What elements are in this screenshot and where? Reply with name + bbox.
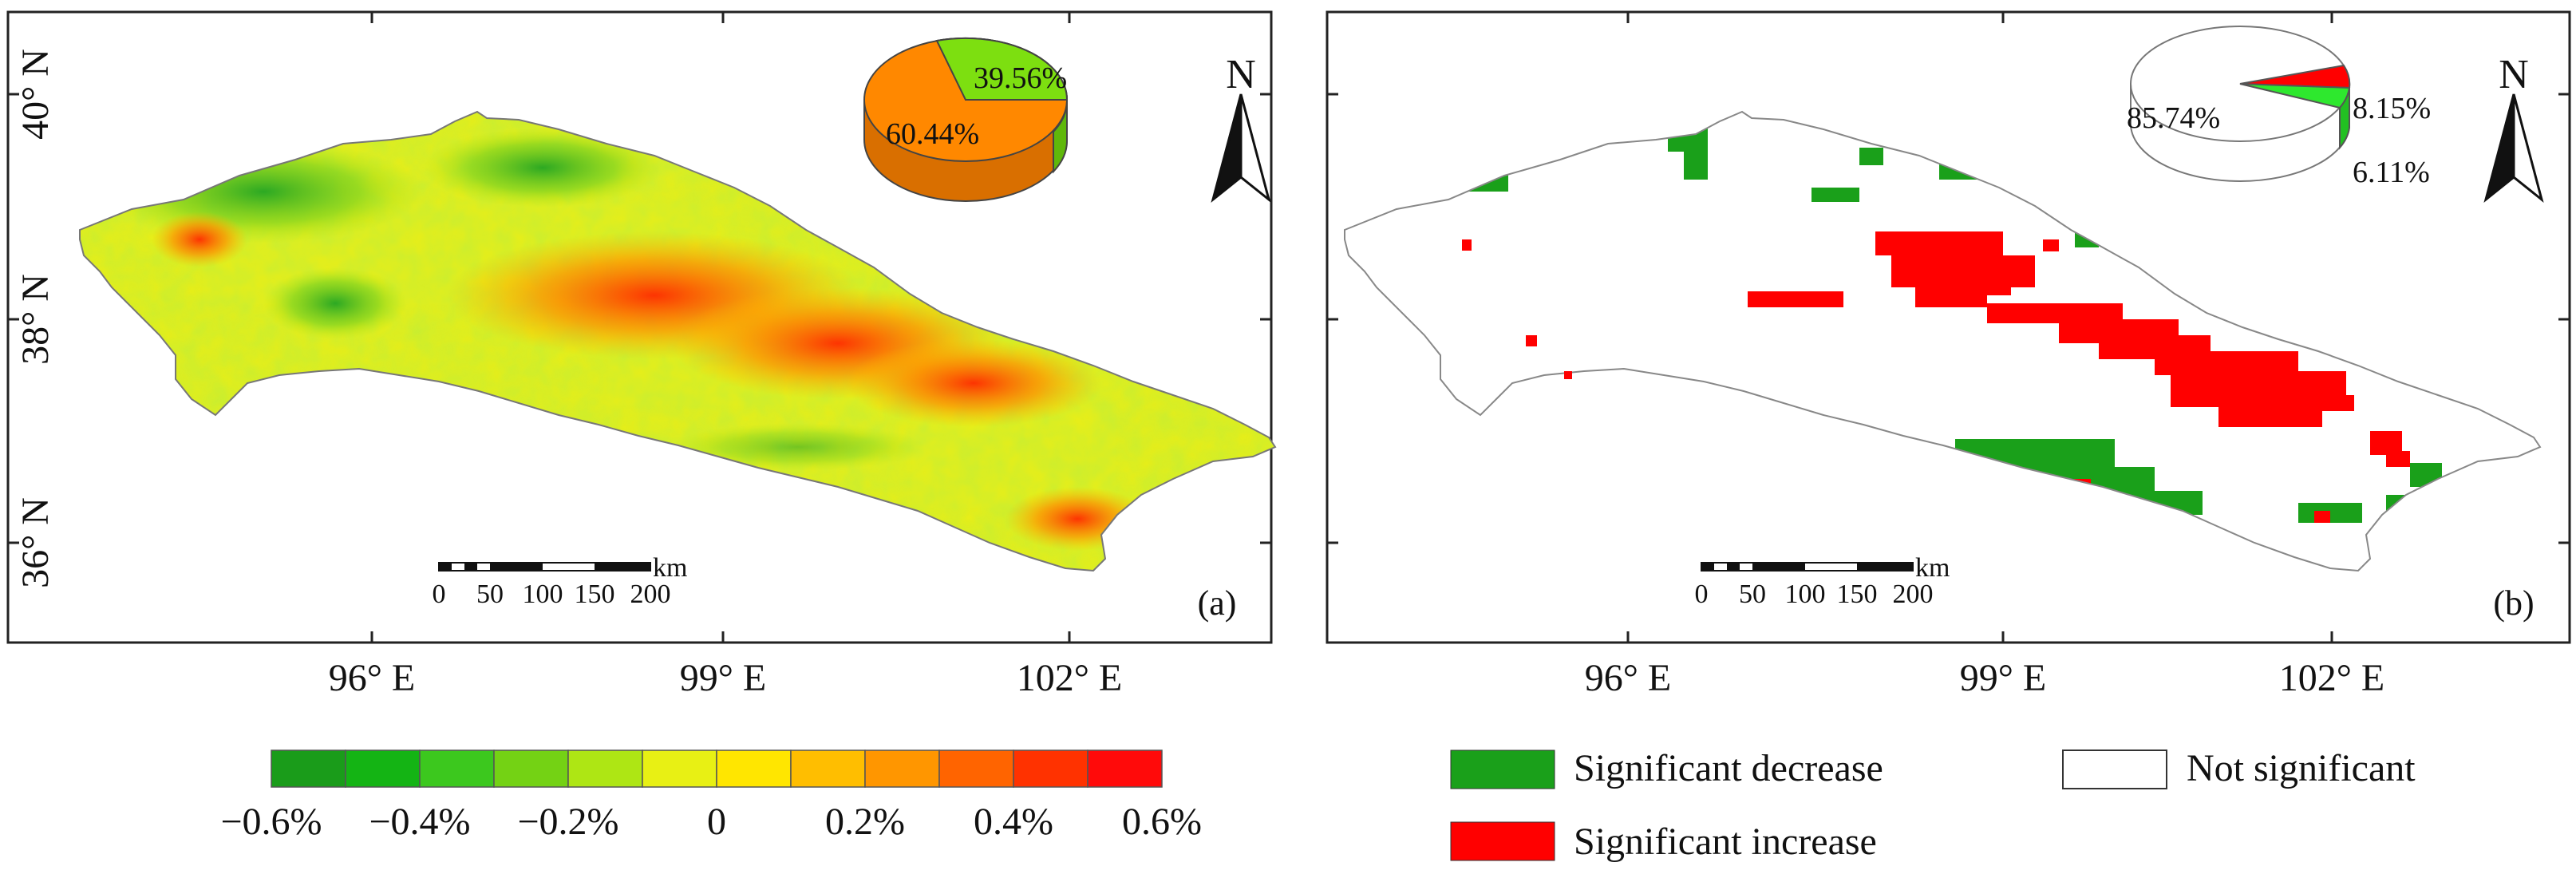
legend-label-increase: Significant increase [1574, 821, 1877, 863]
lon-b-label-96: 96° E [1585, 657, 1672, 699]
sb-a-200: 200 [630, 579, 671, 609]
panel-a-map [79, 111, 1276, 572]
sb-a-50: 50 [476, 579, 504, 609]
colorbar-label-m02: −0.2% [517, 801, 618, 843]
sb-b-150: 150 [1837, 579, 1878, 609]
colorbar-label-m04: −0.4% [369, 801, 470, 843]
panel-b-label: (b) [2493, 583, 2534, 623]
colorbar-swatch-9 [938, 750, 1014, 788]
pie-b-label-85: 85.74% [2127, 101, 2220, 135]
lon-label-102: 102° E [1017, 657, 1123, 699]
pie-a-label-60: 60.44% [886, 117, 979, 151]
panel-b-pie-chart: 85.74% 8.15% 6.11% [2127, 26, 2431, 189]
panel-b-scalebar: 0 50 100 150 200 km [1695, 553, 1950, 609]
panel-a-frame [6, 10, 1273, 644]
pie-b-label-6: 6.11% [2353, 156, 2430, 189]
colorbar-swatch-0 [271, 750, 346, 788]
lon-label-99: 99° E [680, 657, 767, 699]
sb-b-0: 0 [1695, 579, 1709, 609]
colorbar-label-0: 0 [707, 801, 726, 843]
colorbar-labels: −0.6% −0.4% −0.2% 0 0.2% 0.4% 0.6% [220, 801, 1202, 843]
sb-b-50: 50 [1739, 579, 1766, 609]
panel-b-frame [1326, 10, 2571, 644]
sb-b-200: 200 [1893, 579, 1934, 609]
lon-label-96: 96° E [329, 657, 416, 699]
sb-b-unit: km [1915, 553, 1950, 583]
panel-a-scalebar: 0 50 100 150 200 km [433, 553, 688, 609]
north-b-letter: N [2499, 52, 2529, 97]
colorbar-swatch-1 [345, 750, 421, 788]
lat-label-38: 38° N [14, 274, 57, 365]
colorbar-swatch-3 [493, 750, 569, 788]
lat-label-40: 40° N [14, 49, 57, 140]
significant-increase-pixels [1748, 231, 2410, 523]
colorbar-label-04: 0.4% [974, 801, 1053, 843]
panel-a-north-arrow: N [1211, 52, 1271, 204]
colorbar-swatch-4 [567, 750, 643, 788]
lon-b-label-99: 99° E [1960, 657, 2047, 699]
colorbar-swatch-8 [864, 750, 940, 788]
sb-a-150: 150 [575, 579, 615, 609]
panel-a-pie-chart: 39.56% 60.44% [863, 37, 1069, 202]
lat-label-36: 36° N [14, 497, 57, 588]
legend-swatch-not-significant [2062, 750, 2167, 789]
panel-b-lon-ticks: 96° E 99° E 102° E [1585, 12, 2385, 699]
panel-b-north-arrow: N [2483, 52, 2544, 204]
significance-legend: Significant decrease Significant increas… [1450, 747, 2416, 863]
colorbar-label-06: 0.6% [1122, 801, 1202, 843]
pie-a-label-39: 39.56% [974, 61, 1067, 95]
legend-swatch-increase [1450, 821, 1555, 861]
colorbar [271, 750, 1163, 788]
lon-b-label-102: 102° E [2279, 657, 2385, 699]
panel-a-label: (a) [1198, 583, 1237, 623]
colorbar-swatch-6 [716, 750, 792, 788]
sb-a-unit: km [653, 553, 687, 583]
colorbar-swatch-11 [1087, 750, 1163, 788]
legend-label-not-significant: Not significant [2187, 747, 2416, 789]
panel-a-lon-ticks: 96° E 99° E 102° E [329, 12, 1123, 699]
colorbar-swatch-7 [790, 750, 866, 788]
sb-a-100: 100 [523, 579, 563, 609]
colorbar-label-02: 0.2% [825, 801, 905, 843]
pie-b-label-8: 8.15% [2353, 92, 2431, 125]
colorbar-label-m06: −0.6% [220, 801, 322, 843]
legend-swatch-decrease [1450, 750, 1555, 789]
colorbar-swatch-5 [642, 750, 717, 788]
panel-b-lat-ticks [1327, 93, 2570, 544]
colorbar-swatch-2 [419, 750, 495, 788]
sb-a-0: 0 [433, 579, 446, 609]
sb-b-100: 100 [1785, 579, 1826, 609]
colorbar-swatch-10 [1013, 750, 1088, 788]
panel-a-lat-ticks: 40° N 38° N 36° N [8, 49, 1271, 588]
legend-label-decrease: Significant decrease [1574, 747, 1883, 789]
north-a-letter: N [1226, 52, 1256, 97]
